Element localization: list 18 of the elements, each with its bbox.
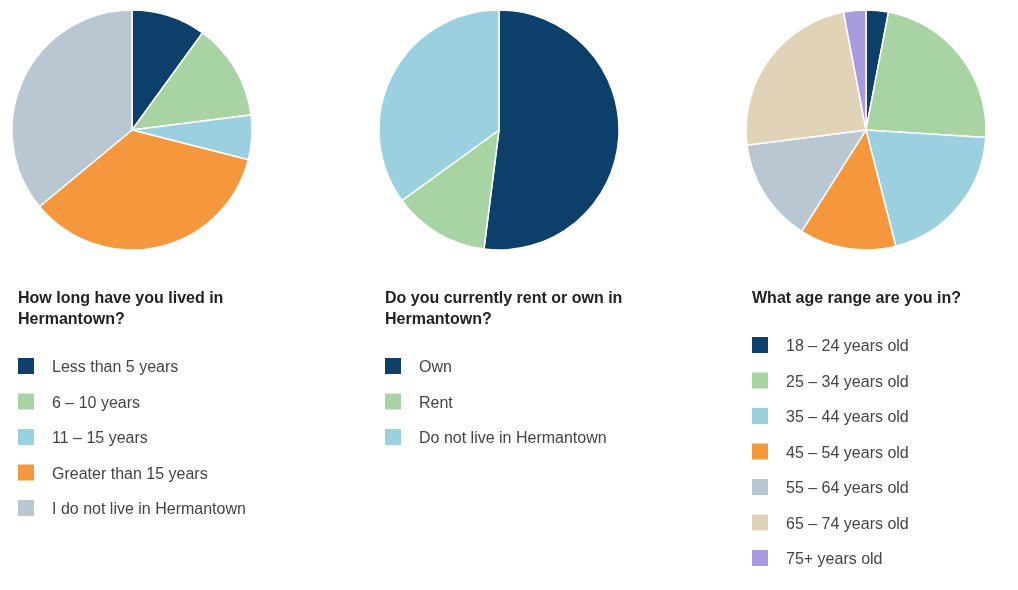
legend-label: 18 – 24 years old bbox=[786, 337, 909, 354]
legend-label: 45 – 54 years old bbox=[786, 443, 909, 461]
legend-label: 11 – 15 years bbox=[52, 429, 148, 446]
legend-label: Greater than 15 years bbox=[52, 464, 208, 482]
legend-label: Do not live in Hermantown bbox=[419, 429, 607, 446]
text: Do you currently rent or own in Hermantown? bbox=[385, 289, 623, 327]
legend-label: 75+ years old bbox=[786, 550, 883, 567]
legend-label: Rent bbox=[419, 393, 454, 411]
legend-label: Own bbox=[419, 358, 452, 375]
text: What age range are you in? bbox=[752, 289, 961, 306]
text: How long have you lived in Hermantown? bbox=[18, 289, 224, 327]
legend-label: 25 – 34 years old bbox=[786, 372, 909, 390]
legend-label: 35 – 44 years old bbox=[786, 408, 909, 425]
legend-label: I do not live in Hermantown bbox=[52, 500, 246, 517]
legend-label: 55 – 64 years old bbox=[786, 479, 909, 496]
legend-label: 65 – 74 years old bbox=[786, 514, 909, 532]
legend-label: Less than 5 years bbox=[52, 358, 179, 375]
legend-label: 6 – 10 years bbox=[52, 393, 141, 411]
